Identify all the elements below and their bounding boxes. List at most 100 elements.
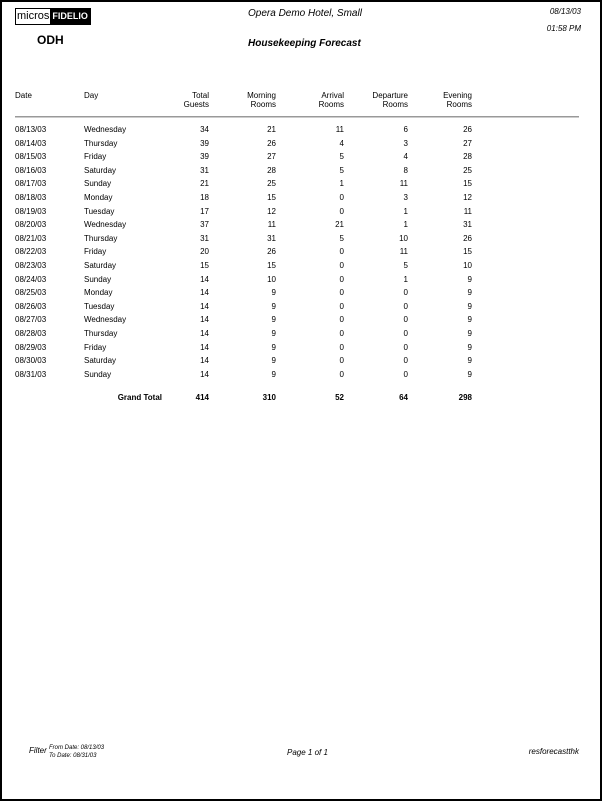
cell-evening-rooms: 9 (467, 315, 472, 325)
cell-departure-rooms: 10 (399, 233, 408, 243)
hotel-name: Opera Demo Hotel, Small (248, 8, 362, 19)
cell-arrival-rooms: 5 (339, 165, 344, 175)
cell-departure-rooms: 0 (403, 369, 408, 379)
cell-day: Thursday (84, 329, 118, 338)
cell-day: Wednesday (84, 220, 127, 230)
cell-arrival-rooms: 0 (339, 206, 344, 216)
cell-total-guests: 14 (200, 329, 209, 338)
cell-arrival-rooms: 1 (339, 179, 344, 189)
cell-departure-rooms: 3 (403, 193, 408, 202)
cell-arrival-rooms: 0 (339, 261, 344, 270)
cell-date: 08/21/03 (15, 233, 47, 243)
column-header-departure-rooms: Departure (372, 91, 408, 100)
cell-total-guests: 39 (200, 152, 209, 162)
cell-morning-rooms: 9 (271, 342, 276, 352)
cell-morning-rooms: 9 (271, 301, 276, 311)
cell-evening-rooms: 9 (467, 329, 472, 338)
cell-total-guests: 14 (200, 369, 209, 379)
cell-arrival-rooms: 0 (339, 342, 344, 352)
cell-departure-rooms: 6 (403, 125, 408, 134)
cell-departure-rooms: 1 (403, 220, 408, 230)
cell-morning-rooms: 12 (267, 206, 276, 216)
cell-day: Saturday (84, 261, 117, 270)
cell-total-guests: 20 (200, 247, 209, 257)
cell-arrival-rooms: 0 (339, 274, 344, 284)
cell-date: 08/30/03 (15, 356, 47, 366)
cell-total-guests: 31 (200, 233, 209, 243)
cell-day: Sunday (84, 369, 112, 379)
cell-departure-rooms: 0 (403, 301, 408, 311)
cell-date: 08/28/03 (15, 329, 47, 338)
cell-morning-rooms: 15 (267, 261, 276, 270)
cell-day: Monday (84, 288, 113, 298)
cell-arrival-rooms: 4 (339, 138, 344, 148)
cell-day: Friday (84, 247, 107, 257)
cell-morning-rooms: 9 (271, 288, 276, 298)
cell-date: 08/15/03 (15, 152, 47, 162)
cell-morning-rooms: 21 (267, 125, 276, 134)
report-date: 08/13/03 (549, 7, 581, 16)
cell-arrival-rooms: 0 (339, 247, 344, 257)
cell-departure-rooms: 0 (403, 288, 408, 298)
logo-part-fidelio: FIDELIO (50, 9, 90, 24)
cell-date: 08/13/03 (15, 125, 47, 134)
grand-total-departure-rooms: 64 (399, 393, 408, 402)
property-code: ODH (37, 33, 64, 47)
cell-evening-rooms: 27 (463, 138, 472, 148)
page-number: Page 1 of 1 (287, 748, 328, 757)
cell-arrival-rooms: 0 (339, 315, 344, 325)
cell-departure-rooms: 0 (403, 356, 408, 366)
logo-part-micros: micros (16, 9, 51, 24)
report-title: Housekeeping Forecast (248, 38, 361, 49)
grand-total-label: Grand Total (117, 393, 162, 402)
cell-total-guests: 14 (200, 288, 209, 298)
cell-total-guests: 21 (200, 179, 209, 189)
cell-total-guests: 18 (200, 193, 209, 202)
cell-departure-rooms: 5 (403, 261, 408, 270)
cell-evening-rooms: 26 (463, 125, 472, 134)
cell-arrival-rooms: 0 (339, 369, 344, 379)
cell-departure-rooms: 1 (403, 206, 408, 216)
cell-total-guests: 39 (200, 138, 209, 148)
cell-morning-rooms: 31 (267, 233, 276, 243)
cell-day: Friday (84, 342, 107, 352)
cell-evening-rooms: 11 (463, 206, 472, 216)
grand-total-morning-rooms: 310 (262, 393, 276, 402)
report-time: 01:58 PM (546, 24, 581, 33)
cell-evening-rooms: 15 (463, 247, 472, 257)
cell-evening-rooms: 9 (467, 274, 472, 284)
cell-evening-rooms: 12 (463, 193, 472, 202)
cell-day: Friday (84, 152, 107, 162)
cell-morning-rooms: 9 (271, 329, 276, 338)
grand-total-evening-rooms: 298 (458, 393, 472, 402)
cell-day: Saturday (84, 356, 117, 366)
cell-date: 08/22/03 (15, 247, 47, 257)
cell-morning-rooms: 15 (267, 193, 276, 202)
cell-evening-rooms: 9 (467, 288, 472, 298)
cell-day: Saturday (84, 165, 117, 175)
cell-morning-rooms: 10 (267, 274, 276, 284)
cell-total-guests: 14 (200, 315, 209, 325)
cell-arrival-rooms: 0 (339, 301, 344, 311)
cell-departure-rooms: 1 (403, 274, 408, 284)
cell-total-guests: 31 (200, 165, 209, 175)
cell-date: 08/18/03 (15, 193, 47, 202)
filter-to-date: To Date: 08/31/03 (49, 753, 97, 759)
cell-morning-rooms: 25 (267, 179, 276, 189)
cell-total-guests: 14 (200, 274, 209, 284)
cell-day: Wednesday (84, 315, 127, 325)
cell-departure-rooms: 3 (403, 138, 408, 148)
cell-arrival-rooms: 0 (339, 356, 344, 366)
cell-arrival-rooms: 0 (339, 193, 344, 202)
cell-day: Sunday (84, 179, 112, 189)
column-header-total-guests: Total (192, 91, 209, 100)
cell-evening-rooms: 31 (463, 220, 472, 230)
cell-evening-rooms: 15 (463, 179, 472, 189)
cell-total-guests: 14 (200, 301, 209, 311)
cell-departure-rooms: 8 (403, 165, 408, 175)
cell-total-guests: 14 (200, 356, 209, 366)
cell-day: Monday (84, 193, 113, 202)
grand-total-total-guests: 414 (195, 393, 209, 402)
cell-arrival-rooms: 5 (339, 233, 344, 243)
cell-morning-rooms: 27 (267, 152, 276, 162)
